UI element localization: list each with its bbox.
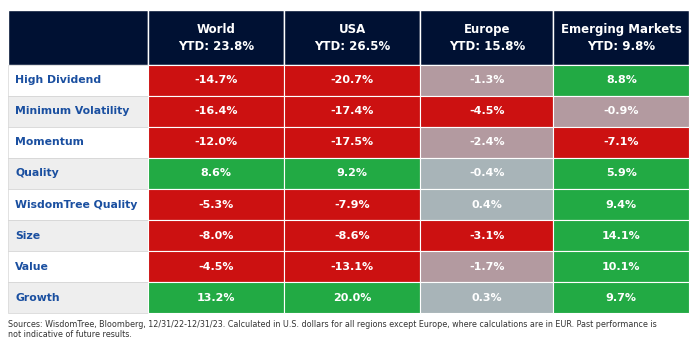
Text: -0.4%: -0.4% [469, 168, 505, 178]
Text: 9.4%: 9.4% [606, 199, 637, 210]
Bar [148, 127, 284, 158]
Text: Growth: Growth [15, 293, 60, 303]
Bar [420, 127, 553, 158]
Text: YTD: 23.8%: YTD: 23.8% [178, 40, 254, 53]
Text: 5.9%: 5.9% [606, 168, 637, 178]
Text: 8.8%: 8.8% [606, 75, 637, 85]
Bar [148, 189, 284, 220]
Bar [8, 65, 148, 96]
Text: -1.7%: -1.7% [469, 262, 505, 272]
Bar [8, 158, 148, 189]
Text: -17.4%: -17.4% [331, 106, 374, 116]
Bar [420, 10, 553, 65]
Text: Minimum Volatility: Minimum Volatility [15, 106, 130, 116]
Bar [420, 158, 553, 189]
Text: 0.3%: 0.3% [471, 293, 502, 303]
Text: 13.2%: 13.2% [197, 293, 236, 303]
Text: -20.7%: -20.7% [331, 75, 374, 85]
Text: YTD: 15.8%: YTD: 15.8% [449, 40, 525, 53]
Bar [148, 10, 284, 65]
Bar [8, 127, 148, 158]
Bar [284, 251, 420, 282]
Text: -13.1%: -13.1% [331, 262, 374, 272]
Text: -3.1%: -3.1% [469, 231, 505, 240]
Text: -4.5%: -4.5% [198, 262, 234, 272]
Text: 10.1%: 10.1% [602, 262, 641, 272]
Text: -17.5%: -17.5% [331, 138, 374, 147]
Bar [553, 96, 689, 127]
Text: 0.4%: 0.4% [471, 199, 502, 210]
Text: USA: USA [338, 23, 366, 36]
Bar [420, 282, 553, 313]
Bar [8, 220, 148, 251]
Text: -7.9%: -7.9% [334, 199, 370, 210]
Bar [420, 96, 553, 127]
Bar [284, 127, 420, 158]
Bar [148, 96, 284, 127]
Text: High Dividend: High Dividend [15, 75, 101, 85]
Text: Europe: Europe [464, 23, 510, 36]
Bar [553, 282, 689, 313]
Bar [553, 127, 689, 158]
Text: 20.0%: 20.0% [333, 293, 372, 303]
Text: Quality: Quality [15, 168, 59, 178]
Text: Size: Size [15, 231, 40, 240]
Bar [8, 96, 148, 127]
Text: Value: Value [15, 262, 49, 272]
Bar [553, 189, 689, 220]
Text: -1.3%: -1.3% [469, 75, 505, 85]
Bar [284, 158, 420, 189]
Bar [148, 220, 284, 251]
Text: -12.0%: -12.0% [195, 138, 238, 147]
Text: -7.1%: -7.1% [603, 138, 639, 147]
Text: Emerging Markets: Emerging Markets [561, 23, 682, 36]
Bar [8, 282, 148, 313]
Bar [284, 96, 420, 127]
Bar [148, 251, 284, 282]
Bar [420, 220, 553, 251]
Bar [148, 158, 284, 189]
Text: 9.7%: 9.7% [606, 293, 637, 303]
Bar [148, 65, 284, 96]
Bar [553, 10, 689, 65]
Bar [148, 282, 284, 313]
Bar [8, 251, 148, 282]
Text: -0.9%: -0.9% [603, 106, 639, 116]
Bar [8, 10, 148, 65]
Bar [284, 10, 420, 65]
Bar [553, 251, 689, 282]
Bar [284, 220, 420, 251]
Text: 9.2%: 9.2% [337, 168, 368, 178]
Text: YTD: 9.8%: YTD: 9.8% [587, 40, 655, 53]
Text: Momentum: Momentum [15, 138, 84, 147]
Text: WisdomTree Quality: WisdomTree Quality [15, 199, 138, 210]
Text: 14.1%: 14.1% [602, 231, 641, 240]
Text: -8.0%: -8.0% [198, 231, 234, 240]
Text: 8.6%: 8.6% [201, 168, 231, 178]
Text: -8.6%: -8.6% [334, 231, 370, 240]
Bar [8, 189, 148, 220]
Bar [284, 282, 420, 313]
Bar [553, 220, 689, 251]
Text: -14.7%: -14.7% [195, 75, 238, 85]
Text: World: World [197, 23, 236, 36]
Text: -2.4%: -2.4% [469, 138, 505, 147]
Text: Sources: WisdomTree, Bloomberg, 12/31/22-12/31/23. Calculated in U.S. dollars fo: Sources: WisdomTree, Bloomberg, 12/31/22… [8, 320, 657, 339]
Bar [553, 158, 689, 189]
Bar [553, 65, 689, 96]
Text: -5.3%: -5.3% [199, 199, 234, 210]
Text: -4.5%: -4.5% [469, 106, 505, 116]
Bar [284, 189, 420, 220]
Text: -16.4%: -16.4% [195, 106, 238, 116]
Bar [284, 65, 420, 96]
Bar [420, 189, 553, 220]
Text: YTD: 26.5%: YTD: 26.5% [314, 40, 391, 53]
Bar [420, 65, 553, 96]
Bar [420, 251, 553, 282]
